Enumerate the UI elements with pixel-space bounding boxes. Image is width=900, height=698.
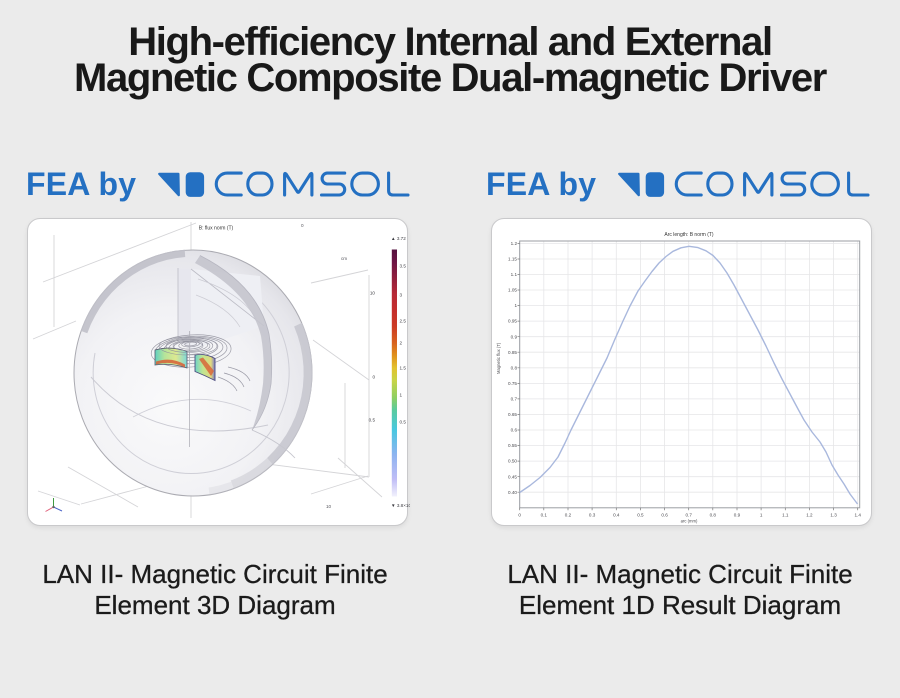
svg-text:0.5: 0.5	[400, 420, 407, 425]
svg-text:1.4: 1.4	[855, 513, 862, 518]
svg-text:0: 0	[372, 375, 375, 380]
svg-text:0.95: 0.95	[508, 319, 517, 324]
svg-text:1.1: 1.1	[511, 272, 518, 277]
svg-text:0.8: 0.8	[710, 513, 717, 518]
svg-text:2: 2	[400, 341, 403, 346]
svg-text:0.45: 0.45	[508, 474, 517, 479]
svg-text:1.2: 1.2	[511, 241, 518, 246]
svg-text:3.5: 3.5	[400, 264, 407, 269]
svg-text:0: 0	[518, 513, 521, 518]
svg-text:0.9: 0.9	[511, 334, 518, 339]
svg-text:1.3: 1.3	[830, 513, 837, 518]
svg-text:1.5: 1.5	[400, 366, 407, 371]
svg-text:0.7: 0.7	[511, 397, 518, 402]
svg-text:0.8: 0.8	[511, 365, 518, 370]
svg-text:0.4: 0.4	[613, 513, 620, 518]
svg-text:3: 3	[400, 293, 403, 298]
svg-text:arc (mm): arc (mm)	[681, 519, 698, 524]
svg-text:2.5: 2.5	[400, 319, 407, 324]
svg-text:0.65: 0.65	[508, 412, 517, 417]
svg-text:1: 1	[760, 513, 763, 518]
svg-text:FEA by: FEA by	[27, 166, 136, 202]
svg-text:0.6: 0.6	[661, 513, 668, 518]
svg-text:0.75: 0.75	[508, 381, 517, 386]
svg-text:▲ 3.72: ▲ 3.72	[391, 236, 406, 241]
svg-text:0.1: 0.1	[541, 513, 548, 518]
svg-text:cm: cm	[341, 256, 347, 261]
svg-text:0: 0	[301, 223, 304, 228]
svg-text:10: 10	[370, 291, 376, 296]
svg-text:1: 1	[400, 393, 403, 398]
svg-text:0.50: 0.50	[508, 459, 517, 464]
svg-text:0.85: 0.85	[508, 350, 517, 355]
svg-text:0.9: 0.9	[734, 513, 741, 518]
svg-text:0.5: 0.5	[637, 513, 644, 518]
svg-text:Arc length: B norm (T): Arc length: B norm (T)	[664, 232, 714, 238]
svg-text:0.55: 0.55	[508, 443, 517, 448]
svg-text:0.2: 0.2	[565, 513, 572, 518]
svg-text:1.15: 1.15	[508, 257, 517, 262]
svg-text:0.6: 0.6	[511, 428, 518, 433]
svg-text:1.1: 1.1	[782, 513, 789, 518]
svg-text:Magnetic flux (T): Magnetic flux (T)	[496, 342, 501, 374]
svg-text:▼ 3.8×10⁻¹⁵: ▼ 3.8×10⁻¹⁵	[391, 503, 410, 508]
svg-text:B: flux norm (T): B: flux norm (T)	[199, 226, 234, 232]
svg-text:0.5: 0.5	[369, 418, 376, 423]
svg-text:FEA by: FEA by	[487, 166, 596, 202]
svg-text:10: 10	[326, 504, 332, 509]
svg-text:1: 1	[514, 303, 517, 308]
svg-text:0.7: 0.7	[686, 513, 693, 518]
svg-text:0.3: 0.3	[589, 513, 596, 518]
svg-text:1.05: 1.05	[508, 288, 517, 293]
svg-text:1.2: 1.2	[806, 513, 813, 518]
svg-text:0.40: 0.40	[508, 490, 517, 495]
